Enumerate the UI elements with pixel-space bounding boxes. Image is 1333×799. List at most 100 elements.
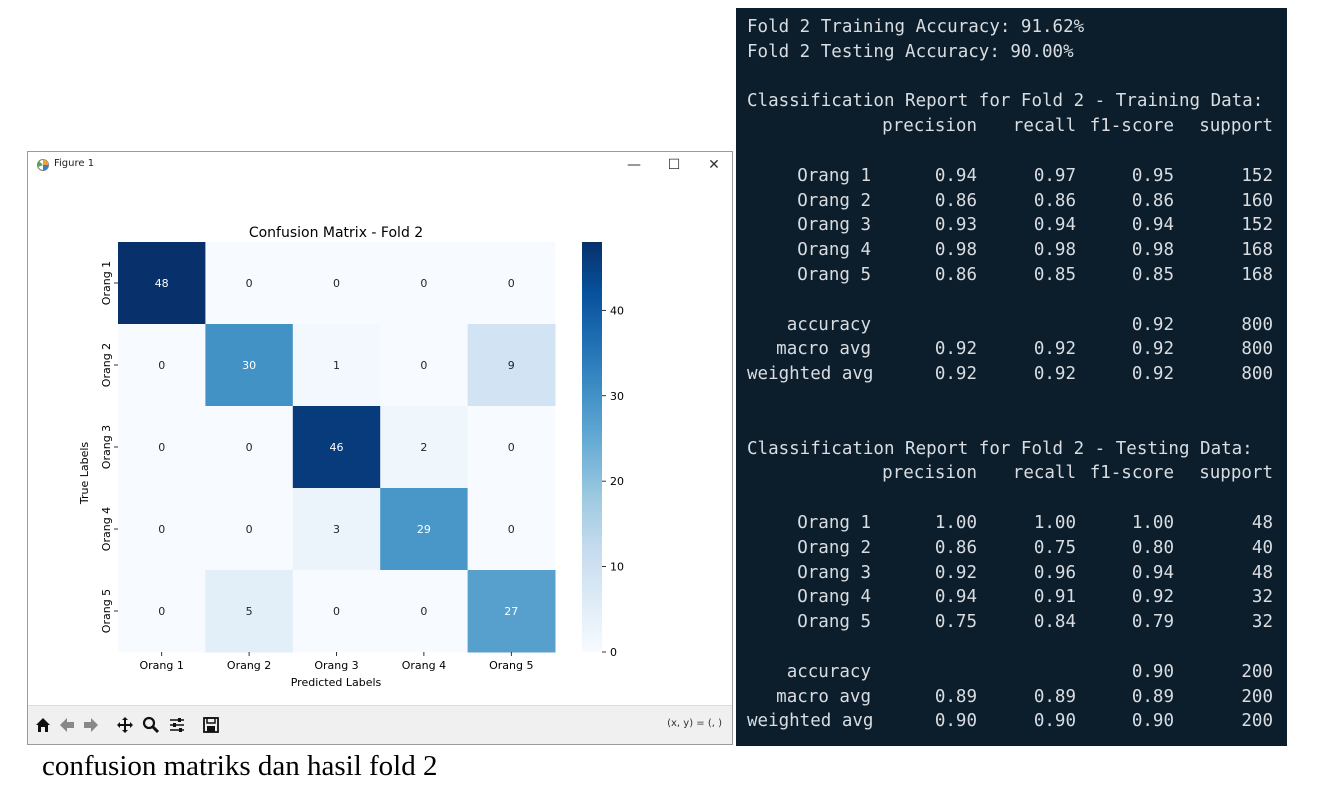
row-value: 1.00: [1033, 512, 1076, 533]
cell-value-label: 0: [158, 359, 165, 372]
colorbar-tick-label: 20: [610, 475, 624, 488]
cell-value-label: 9: [508, 359, 515, 372]
cell-value-label: 0: [246, 523, 253, 536]
row-value: 0.97: [1033, 165, 1076, 186]
cell-value-label: 0: [420, 277, 427, 290]
home-icon[interactable]: [32, 714, 54, 736]
cell-value-label: 0: [246, 277, 253, 290]
row-label: Orang 1: [797, 165, 871, 186]
heatmap-cell: [292, 406, 381, 489]
row-value: 0.80: [1131, 537, 1174, 558]
row-value: 0.86: [1033, 190, 1076, 211]
cell-value-label: 0: [246, 441, 253, 454]
cell-value-label: 0: [508, 277, 515, 290]
x-tick-label: Orang 3: [314, 659, 358, 672]
y-tick-label: Orang 1: [100, 261, 113, 305]
row-label: macro avg: [776, 686, 871, 707]
y-tick-label: Orang 2: [100, 343, 113, 387]
row-value: 0.98: [1131, 240, 1174, 261]
blank-line: [747, 139, 1287, 164]
row-value: 0.86: [934, 537, 977, 558]
heatmap-cell: [467, 406, 556, 489]
heatmap-cell: [467, 324, 556, 407]
row-value: 0.94: [1131, 215, 1174, 236]
row-value: precision: [882, 116, 977, 137]
heatmap-cell: [118, 570, 206, 653]
row-value: [871, 660, 977, 685]
row-value: 0.86: [934, 190, 977, 211]
blank-line: [747, 387, 1287, 412]
heatmap-cell: [205, 406, 294, 489]
cell-value-label: 29: [417, 523, 431, 536]
row-value: 168: [1241, 264, 1273, 285]
zoom-icon[interactable]: [140, 714, 162, 736]
row-value: 0.91: [1033, 587, 1076, 608]
row-value: 0.85: [1131, 264, 1174, 285]
cell-value-label: 0: [508, 523, 515, 536]
row-label: Orang 5: [797, 612, 871, 633]
row-value: 0.86: [1131, 190, 1174, 211]
heatmap-cell: [205, 324, 294, 407]
cell-value-label: 3: [333, 523, 340, 536]
row-label: [747, 461, 871, 486]
cell-value-label: 0: [158, 441, 165, 454]
close-button[interactable]: ✕: [708, 157, 720, 173]
window-title: Figure 1: [54, 158, 95, 169]
row-value: 0.92: [934, 364, 977, 385]
row-value: f1-score: [1089, 116, 1174, 137]
coordinate-readout: (x, y) = (, ): [667, 718, 722, 729]
report-class-row: Orang 2 0.86 0.86 0.86 160: [747, 189, 1287, 214]
row-label: macro avg: [776, 339, 871, 360]
row-value: 0.86: [934, 264, 977, 285]
configure-subplots-icon[interactable]: [166, 714, 188, 736]
row-label: Orang 2: [797, 537, 871, 558]
cell-value-label: 46: [330, 441, 344, 454]
colorbar-tick-label: 40: [610, 304, 624, 317]
cell-value-label: 0: [508, 441, 515, 454]
blank-line: [747, 635, 1287, 660]
y-axis-label: True Labels: [78, 442, 91, 506]
forward-icon[interactable]: [80, 714, 102, 736]
testing-report-title: Classification Report for Fold 2 - Testi…: [747, 438, 1253, 459]
row-value: 160: [1241, 190, 1273, 211]
save-icon[interactable]: [200, 714, 222, 736]
row-value: 1.00: [934, 512, 977, 533]
cell-value-label: 48: [155, 277, 169, 290]
row-value: 0.92: [1131, 587, 1174, 608]
row-value: 0.90: [934, 711, 977, 732]
row-value: support: [1199, 463, 1273, 484]
testing-accuracy-line: Fold 2 Testing Accuracy: 90.00%: [747, 41, 1074, 62]
window-titlebar[interactable]: Figure 1 — ☐ ✕: [28, 152, 732, 178]
row-value: support: [1199, 116, 1273, 137]
heatmap-cell: [205, 242, 294, 325]
figure-caption: confusion matriks dan hasil fold 2: [42, 750, 438, 782]
row-value: 0.92: [1131, 314, 1174, 335]
matplotlib-app-icon: [36, 157, 50, 171]
pan-icon[interactable]: [114, 714, 136, 736]
x-tick-label: Orang 4: [402, 659, 446, 672]
row-value: 32: [1251, 587, 1273, 608]
row-value: 0.84: [1033, 612, 1076, 633]
heatmap-cell: [292, 488, 381, 571]
row-value: f1-score: [1089, 463, 1174, 484]
minimize-button[interactable]: —: [627, 157, 641, 173]
cell-value-label: 0: [420, 359, 427, 372]
report-class-row: Orang 3 0.92 0.96 0.94 48: [747, 561, 1287, 586]
row-value: 0.89: [1131, 686, 1174, 707]
row-value: 800: [1241, 339, 1273, 360]
blank-line: [747, 65, 1287, 90]
cell-value-label: 30: [242, 359, 256, 372]
console-output: Fold 2 Training Accuracy: 91.62% Fold 2 …: [736, 8, 1287, 746]
row-label: Orang 4: [797, 587, 871, 608]
report-summary-row: accuracy 0.92 800: [747, 313, 1287, 338]
row-value: 40: [1251, 537, 1273, 558]
maximize-button[interactable]: ☐: [667, 157, 681, 173]
heatmap-cell: [118, 242, 206, 325]
report-class-row: Orang 5 0.86 0.85 0.85 168: [747, 263, 1287, 288]
row-value: 800: [1241, 314, 1273, 335]
row-value: 48: [1251, 512, 1273, 533]
row-label: weighted avg: [747, 364, 874, 385]
back-icon[interactable]: [56, 714, 78, 736]
row-value: 0.92: [1033, 339, 1076, 360]
heatmap-cell: [380, 324, 469, 407]
